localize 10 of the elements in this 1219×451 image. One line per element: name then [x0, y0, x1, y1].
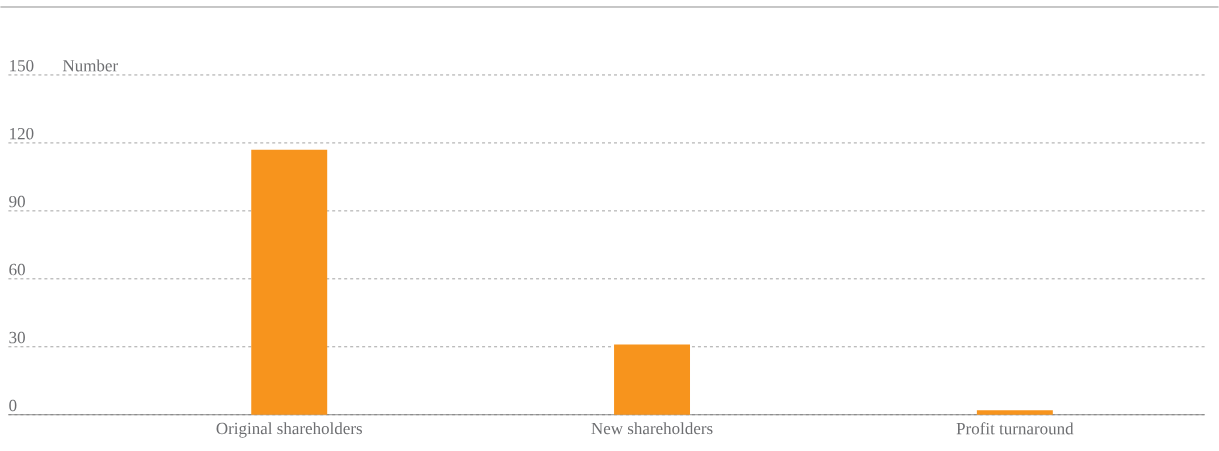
y-tick-label: 120: [10, 128, 34, 140]
x-tick-label: Original shareholders: [216, 422, 362, 438]
y-tick-label: 30: [9, 331, 25, 344]
y-tick-label: 60: [9, 263, 25, 276]
y-tick-label: 0: [9, 399, 17, 412]
x-tick-label: New shareholders: [591, 422, 713, 435]
x-tick-label: Profit turnaround: [956, 422, 1074, 435]
y-tick-label: 150: [10, 60, 34, 72]
y-axis-title: Number: [62, 59, 118, 72]
y-tick-label: 90: [9, 196, 25, 208]
